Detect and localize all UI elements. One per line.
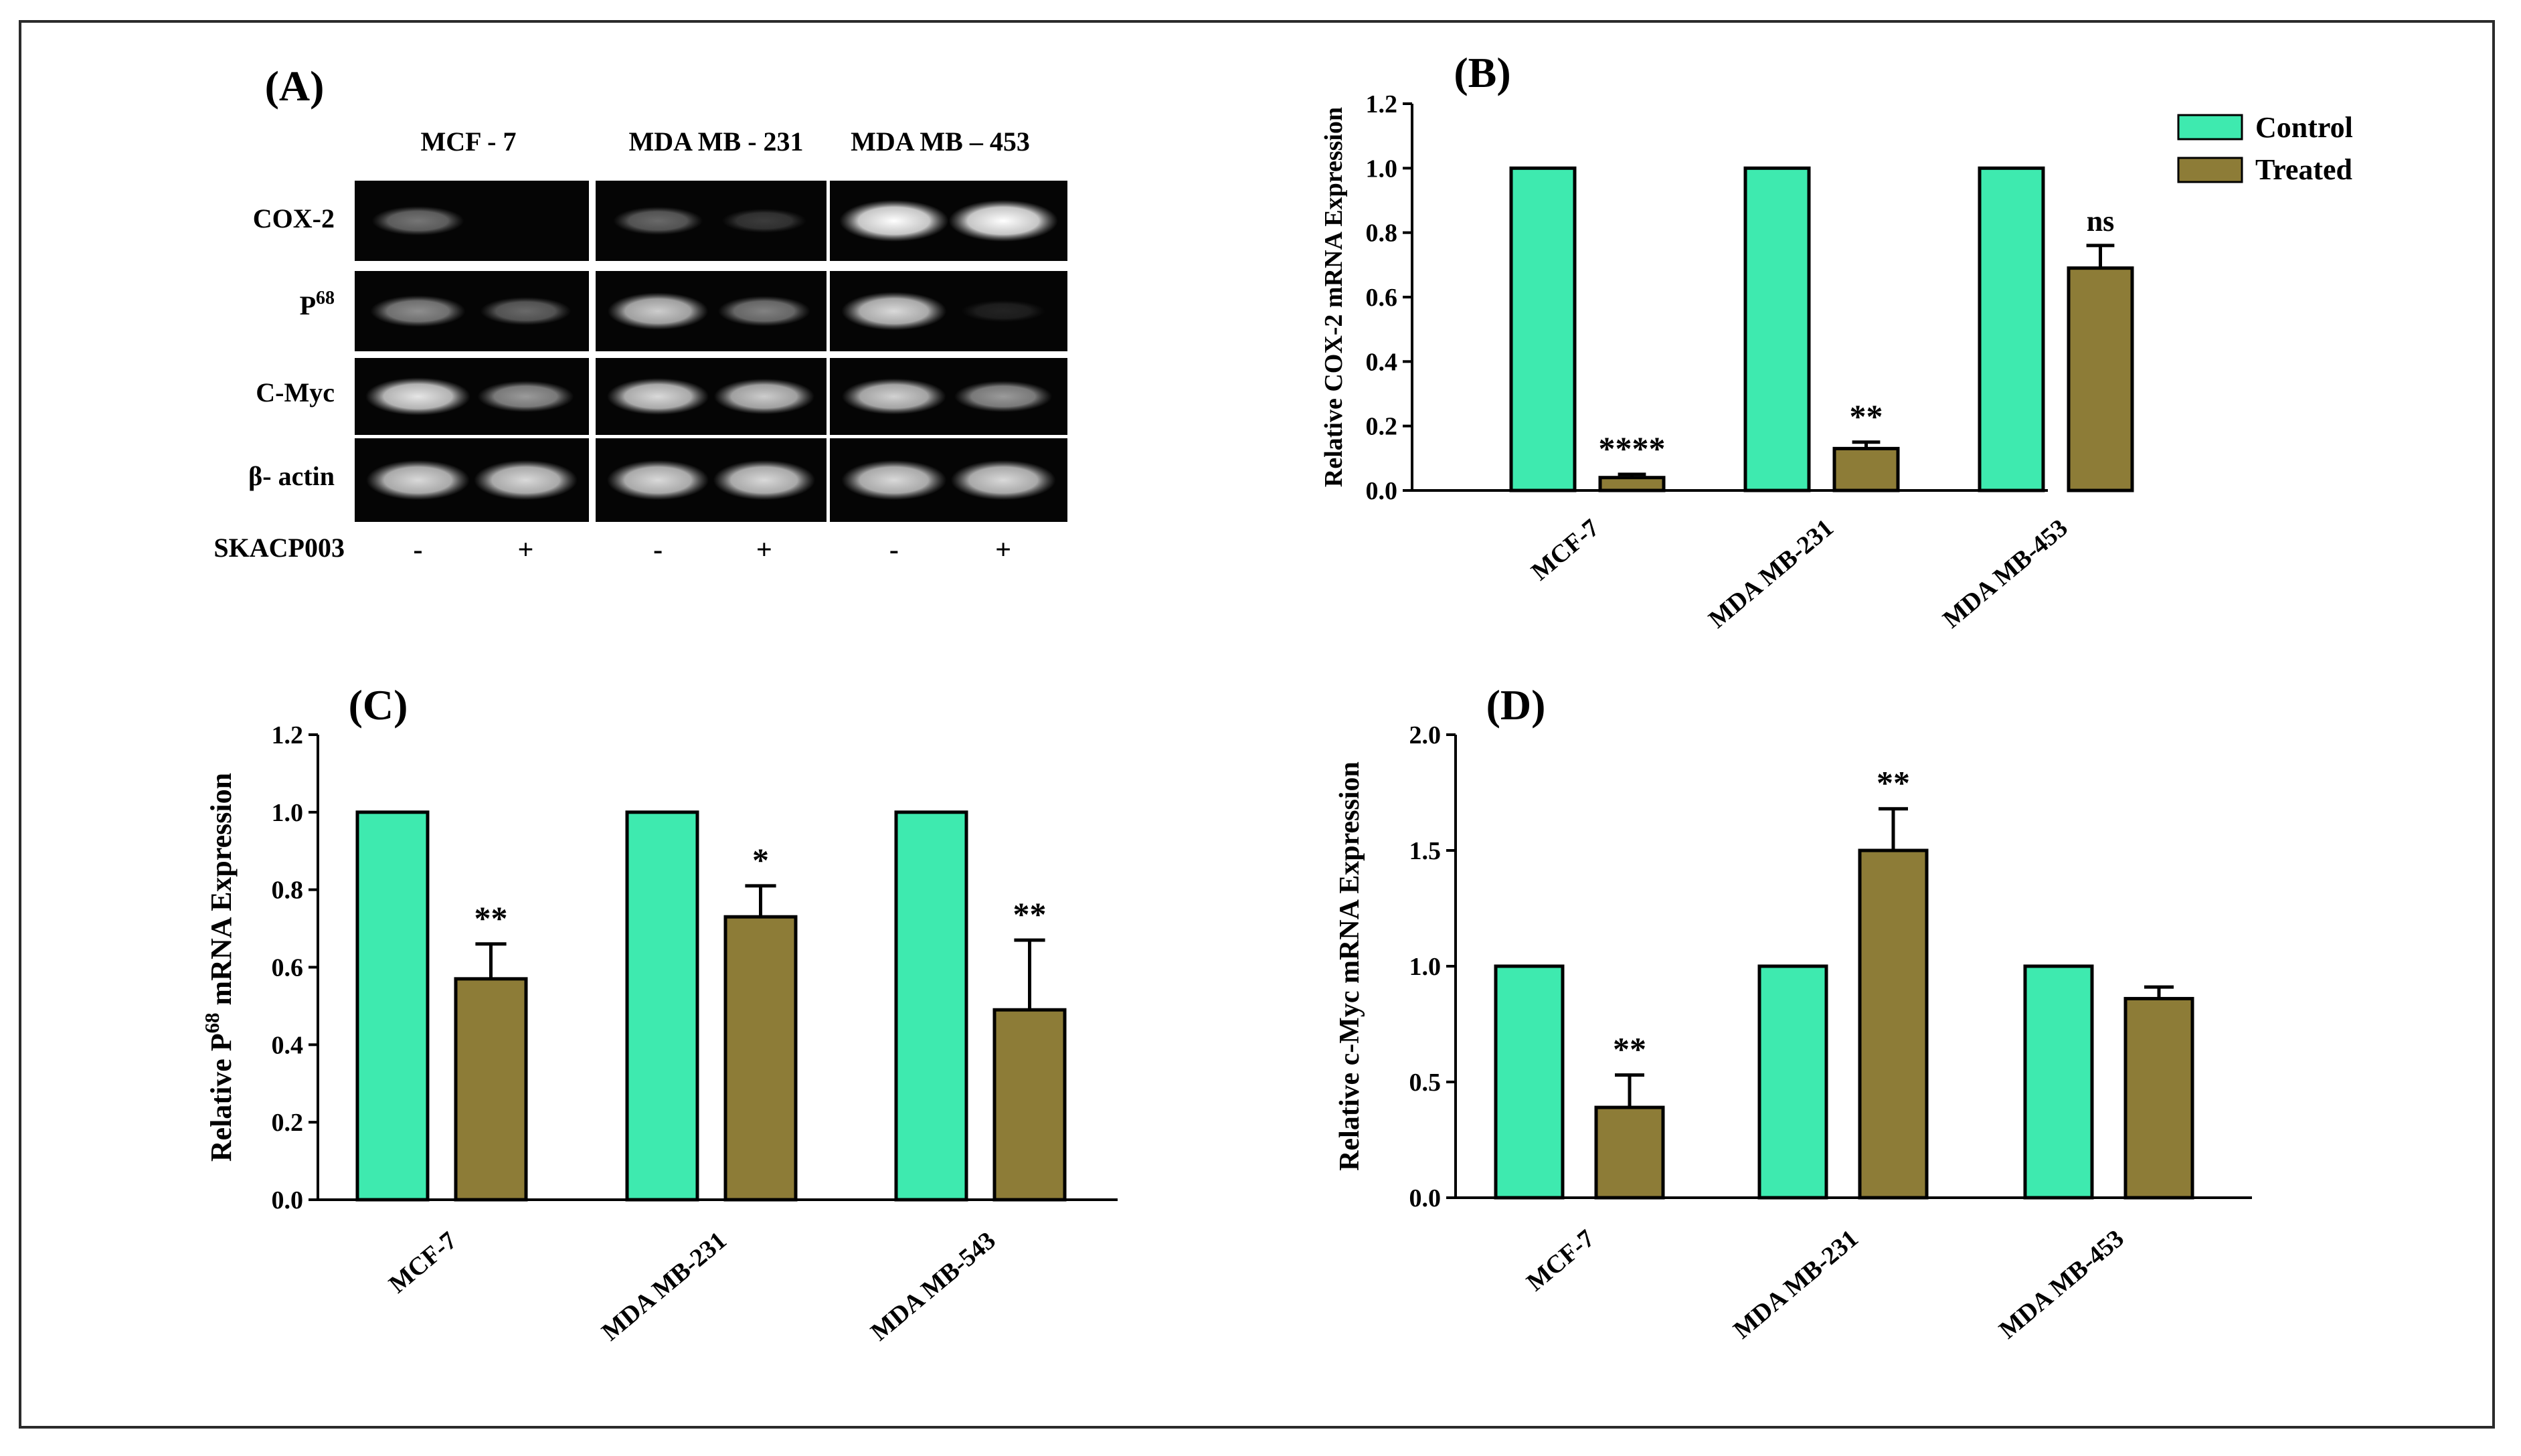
y-tick-label: 0.6 [1366,284,1398,312]
significance-label: ** [1850,397,1883,435]
y-axis-label-part: mRNA Expression [205,773,238,1013]
gel-band [841,460,947,500]
significance-label: **** [1599,430,1666,467]
significance-label: * [752,841,769,879]
y-tick-label: 0.6 [272,954,304,982]
y-axis-label: Relative c-Myc mRNA Expression [1334,761,1365,1171]
gel-band [961,300,1046,323]
y-tick-label: 0.0 [272,1186,304,1214]
y-tick-label: 1.0 [272,799,304,827]
gel-band [717,296,810,327]
bar-control-mcf-7 [1509,166,1577,492]
y-tick-label: 0.2 [272,1109,304,1137]
y-tick-label: 0.0 [1409,1184,1442,1212]
gel-band [371,206,464,236]
gel-band [366,460,470,500]
treatment-sign: + [518,535,534,565]
gel-band [950,460,1056,500]
gel-band [839,199,949,242]
legend-label-control: Control [2255,111,2353,144]
gel-band [477,381,574,412]
gel-band [841,292,947,331]
y-tick-label: 0.0 [1366,477,1398,505]
y-tick-label: 1.0 [1366,155,1398,183]
bar-treated-mda-mb-453 [2067,266,2134,492]
y-tick-label: 1.2 [272,721,304,749]
gel-band [607,292,709,330]
y-tick-label: 0.8 [1366,219,1398,248]
gel-band [948,199,1058,242]
gel-band [365,377,470,416]
bar-control-mda-mb-231 [625,810,699,1202]
treatment-sign: + [995,535,1011,565]
y-axis-label: Relative P68 mRNA Expression [201,773,238,1162]
gene-label-actin: β- actin [248,461,335,491]
gel-band [721,208,807,234]
y-tick-label: 0.4 [272,1031,304,1059]
gene-label-p: P [300,290,316,321]
gene-label-cox-2: COX-2 [253,203,335,234]
bar-control-mda-mb-231 [1757,964,1828,1200]
y-tick-label: 0.2 [1366,413,1398,441]
gel-band [370,295,466,327]
gel-band [713,460,816,500]
bar-control-mda-mb-231 [1743,166,1811,492]
cell-line-label-mda-mb-453: MDA MB – 453 [851,126,1030,157]
y-tick-label: 1.5 [1409,837,1442,865]
legend-swatch-control [2177,114,2243,141]
significance-label: ** [1877,764,1910,802]
bar-control-mda-mb-543 [894,810,968,1202]
gel-band [954,381,1053,412]
treatment-label: SKACP003 [213,533,345,563]
y-tick-label: 0.4 [1366,348,1398,376]
figure-border [19,20,2495,1429]
treatment-sign: - [653,535,663,565]
gel-band [606,378,709,415]
y-tick-label: 1.2 [1366,90,1398,118]
gel-band [613,206,703,236]
treatment-sign: + [756,535,772,565]
bar-control-mda-mb-453 [1978,166,2045,492]
legend-swatch-treated [2177,157,2243,183]
cell-line-label-mda-mb-231: MDA MB - 231 [628,126,803,157]
bar-treated-mda-mb-231 [1858,848,1929,1200]
y-tick-label: 0.8 [272,877,304,905]
bar-control-mcf-7 [355,810,430,1202]
panel-c-title: (C) [349,681,408,729]
panel-a-title: (A) [265,62,325,110]
cell-line-label-mcf-7: MCF - 7 [421,126,517,157]
gel-band [474,460,578,500]
significance-label: ** [474,899,508,937]
bar-treated-mda-mb-543 [992,1008,1067,1202]
y-tick-label: 0.5 [1409,1069,1442,1097]
gel-band [713,378,815,415]
significance-label: ** [1013,895,1047,933]
gene-label-superscript: 68 [316,288,335,308]
significance-label: ns [2087,205,2115,238]
gel-band [480,296,572,326]
y-axis-label-superscript: 68 [201,1012,224,1033]
treatment-sign: - [414,535,423,565]
legend-label-treated: Treated [2255,153,2352,186]
bar-control-mcf-7 [1494,964,1565,1200]
bar-control-mda-mb-453 [2023,964,2094,1200]
y-axis-label-part: Relative P [205,1033,238,1162]
y-axis-label: Relative COX-2 mRNA Expression [1320,107,1348,487]
significance-label: ** [1613,1030,1646,1068]
panel-b-title: (B) [1454,49,1510,96]
treatment-sign: - [889,535,899,565]
gene-label-c-myc: C-Myc [256,377,335,407]
panel-d-title: (D) [1486,681,1546,729]
gel-band [606,460,709,500]
gel-band [842,378,946,415]
y-tick-label: 2.0 [1409,721,1442,749]
y-tick-label: 1.0 [1409,953,1442,981]
gene-label-p68: P68 [300,288,335,321]
